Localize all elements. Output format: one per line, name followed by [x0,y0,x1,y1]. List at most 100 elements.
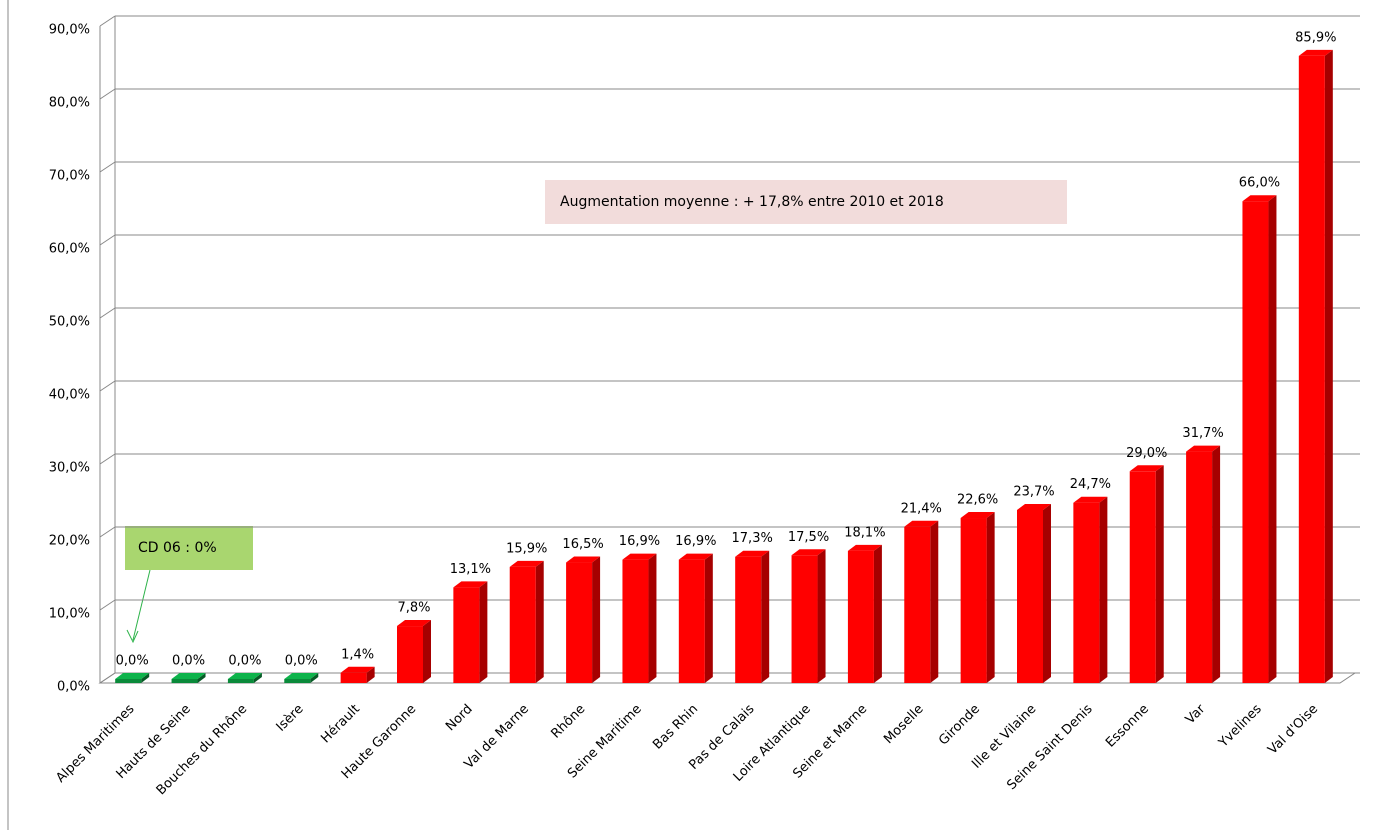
y-tick-label: 20,0% [49,534,90,549]
value-label: 22,6% [957,493,998,508]
value-label: 16,9% [675,534,716,549]
bar-top [115,673,150,679]
value-label: 1,4% [341,647,374,662]
bar [678,559,705,683]
bar [340,672,367,683]
arrow-head [126,629,139,644]
bar-side [423,620,431,683]
bar-top [1129,465,1164,472]
bar-top [904,520,939,527]
bar-side [197,673,206,683]
value-label: 15,9% [506,541,547,556]
value-label: 66,0% [1239,176,1280,191]
value-label: 29,0% [1126,446,1167,461]
bar [566,562,593,683]
bar [227,679,254,683]
y-tick-label: 40,0% [49,388,90,403]
bar-top [171,673,206,679]
value-label: 16,9% [619,534,660,549]
grid-diag [99,161,116,173]
value-label: 31,7% [1182,426,1223,441]
bar-top [735,550,770,557]
bar [1129,471,1156,683]
bar [960,518,987,683]
bar-side [1099,496,1108,683]
note-box [545,180,1067,224]
bar-side [873,544,882,683]
note: Augmentation moyenne : + 17,8% entre 201… [560,194,944,210]
bar [847,550,874,683]
value-label: 21,4% [901,501,942,516]
value-label: 17,5% [788,530,829,545]
value-label: 85,9% [1295,30,1336,45]
bar-side [1212,445,1221,683]
bar-side [761,550,770,683]
y-tick-label: 30,0% [49,461,90,476]
bar [1017,509,1043,683]
bar-top [1298,49,1333,56]
bar-top [397,620,431,627]
grid-diag [99,672,116,684]
bar-side [479,581,488,683]
value-label: 23,7% [1013,484,1054,499]
bar [904,526,931,683]
x-tick-label: Moselle [881,702,926,747]
bar-side [535,560,544,683]
bar-side [648,553,657,683]
bar-top [1017,503,1051,510]
y-tick-label: 80,0% [49,96,90,111]
grid-diag [99,453,116,465]
value-label: 0,0% [172,654,205,669]
x-tick-label: Bas Rhin [650,702,701,753]
bar-top [340,666,375,673]
bar-top [227,673,262,679]
grid-diag [99,234,116,246]
y-tick-label: 10,0% [49,607,90,622]
value-label: 0,0% [285,654,318,669]
value-label: 7,8% [397,601,430,616]
value-label: 13,1% [450,562,491,577]
bar [397,626,423,683]
callout-arrow [132,569,151,641]
y-tick-label: 70,0% [49,169,90,184]
bar [509,566,536,683]
bar [1186,451,1213,683]
bar [171,679,198,683]
bar [453,587,480,683]
x-tick-label: Nord [443,702,476,735]
value-label: 0,0% [228,654,261,669]
x-tick-label: Hérault [318,702,363,747]
bar [1298,55,1325,684]
grid-diag [99,307,116,319]
bar-top [960,512,995,519]
bar [735,556,762,683]
bar-top [1186,445,1221,452]
grid-diag [99,88,116,100]
callout-box [125,526,253,570]
bar-side [704,553,713,683]
bar-side [1043,503,1051,683]
bar [284,679,311,683]
bar [622,559,649,683]
value-label: 0,0% [116,654,149,669]
grid-diag [99,15,116,27]
grid-diag [99,380,116,392]
y-tick-label: 50,0% [49,315,90,330]
value-label: 17,3% [732,531,773,546]
bar-top [791,549,826,556]
callout: CD 06 : 0% [138,540,217,556]
bar-top [678,553,713,560]
bar-side [1268,195,1277,683]
x-tick-label: Rhône [548,702,588,742]
bar-side [592,556,601,683]
x-tick-label: Var [1183,701,1209,727]
x-tick-label: Isère [274,702,307,735]
bar-side [141,673,150,683]
bar-top [1242,195,1277,202]
x-tick-label: Yvelines [1215,702,1265,752]
bar [1073,502,1100,683]
bar-top [566,556,601,563]
bar-side [310,673,319,683]
bar-side [930,520,939,683]
bar [115,679,142,683]
